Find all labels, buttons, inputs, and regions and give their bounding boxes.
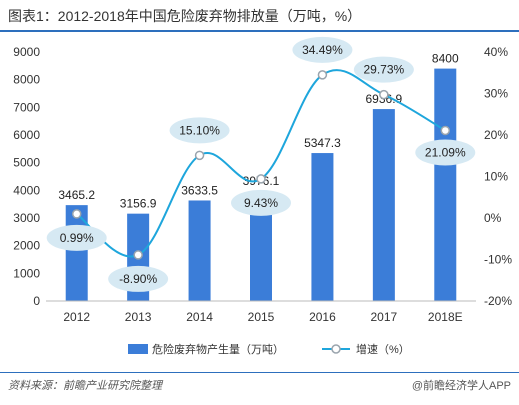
bar-value-label: 3156.9 bbox=[120, 197, 157, 211]
left-axis: 0 1000 2000 3000 4000 5000 6000 7000 8000 9000 bbox=[13, 45, 40, 308]
growth-point bbox=[194, 150, 205, 161]
right-tick-label: 0% bbox=[484, 211, 502, 225]
x-tick-label: 2014 bbox=[186, 310, 213, 324]
growth-value-label: -8.90% bbox=[119, 272, 157, 286]
x-axis: 2012 2013 2014 2015 2016 2017 2018E bbox=[46, 300, 476, 324]
left-tick-label: 2000 bbox=[13, 239, 40, 253]
growth-bubble bbox=[292, 36, 353, 63]
legend-bar-swatch bbox=[128, 344, 148, 354]
left-tick-label: 0 bbox=[33, 294, 40, 308]
bar bbox=[250, 190, 272, 301]
bar-value-label: 3633.5 bbox=[181, 183, 218, 197]
bar-value-label: 8400 bbox=[432, 52, 459, 66]
growth-point bbox=[71, 209, 82, 219]
x-tick-label: 2013 bbox=[125, 310, 152, 324]
source-note: 资料来源：前瞻产业研究院整理 bbox=[8, 380, 162, 392]
bar bbox=[188, 200, 211, 301]
legend-bar-label: 危险废弃物产生量（万吨） bbox=[152, 342, 284, 356]
x-tick-label: 2012 bbox=[63, 310, 90, 324]
right-tick-label: 30% bbox=[484, 87, 508, 101]
growth-value-label: 9.43% bbox=[244, 196, 278, 210]
left-tick-label: 6000 bbox=[13, 128, 40, 142]
growth-point bbox=[317, 70, 328, 80]
left-tick-label: 7000 bbox=[13, 100, 40, 114]
bar bbox=[311, 153, 334, 301]
bar bbox=[434, 68, 457, 301]
growth-point bbox=[256, 174, 266, 184]
growth-point bbox=[440, 125, 451, 136]
left-tick-label: 4000 bbox=[13, 183, 40, 197]
chart-title: 图表1：2012-2018年中国危险废弃物排放量（万吨，%） bbox=[8, 8, 362, 24]
growth-point bbox=[379, 89, 389, 100]
legend-line-marker bbox=[331, 344, 341, 354]
x-tick-label: 2017 bbox=[371, 310, 398, 324]
left-tick-label: 3000 bbox=[13, 211, 40, 225]
right-tick-label: -10% bbox=[484, 253, 512, 267]
right-tick-label: 40% bbox=[484, 45, 508, 59]
bar-value-label: 3465.2 bbox=[58, 188, 95, 202]
growth-value-label: 0.99% bbox=[60, 231, 94, 245]
growth-value-label: 29.73% bbox=[364, 63, 405, 77]
x-tick-label: 2018E bbox=[428, 310, 463, 324]
growth-bubble bbox=[353, 56, 414, 83]
x-tick-label: 2016 bbox=[309, 310, 336, 324]
right-axis: -20% -10% 0% 10% 20% 30% 40% bbox=[484, 45, 512, 308]
growth-bubble bbox=[108, 265, 169, 292]
line-series bbox=[71, 69, 451, 260]
right-tick-label: 20% bbox=[484, 128, 508, 142]
brand-mark: @前瞻经济学人APP bbox=[411, 380, 511, 392]
x-tick-label: 2015 bbox=[248, 310, 275, 324]
growth-bubble bbox=[46, 224, 107, 251]
growth-bubble bbox=[169, 117, 230, 144]
chart-area: 0 1000 2000 3000 4000 5000 6000 7000 8000 9000 -2… bbox=[13, 36, 512, 356]
legend-line-label: 增速（%） bbox=[356, 342, 410, 356]
bar bbox=[372, 109, 395, 301]
right-tick-label: 10% bbox=[484, 170, 508, 184]
growth-labels: 0.99% -8.90% 15.10% 9.43% 34.49% 29.73% 21.09% bbox=[46, 36, 476, 292]
bar-series bbox=[65, 68, 457, 301]
left-tick-label: 1000 bbox=[13, 266, 40, 280]
left-tick-label: 5000 bbox=[13, 156, 40, 170]
growth-bubble bbox=[415, 139, 476, 166]
right-tick-label: -20% bbox=[484, 294, 512, 308]
growth-point bbox=[133, 250, 143, 260]
growth-value-label: 34.49% bbox=[302, 43, 343, 57]
left-tick-label: 8000 bbox=[13, 73, 40, 87]
legend: 危险废弃物产生量（万吨） 增速（%） bbox=[128, 342, 410, 356]
growth-bubble bbox=[231, 189, 291, 216]
growth-value-label: 15.10% bbox=[179, 123, 220, 137]
growth-value-label: 21.09% bbox=[425, 145, 466, 159]
title-divider bbox=[0, 30, 519, 32]
bar-value-label: 5347.3 bbox=[304, 136, 341, 150]
bar bbox=[65, 205, 88, 301]
footer-divider bbox=[0, 372, 519, 373]
left-tick-label: 9000 bbox=[13, 45, 40, 59]
